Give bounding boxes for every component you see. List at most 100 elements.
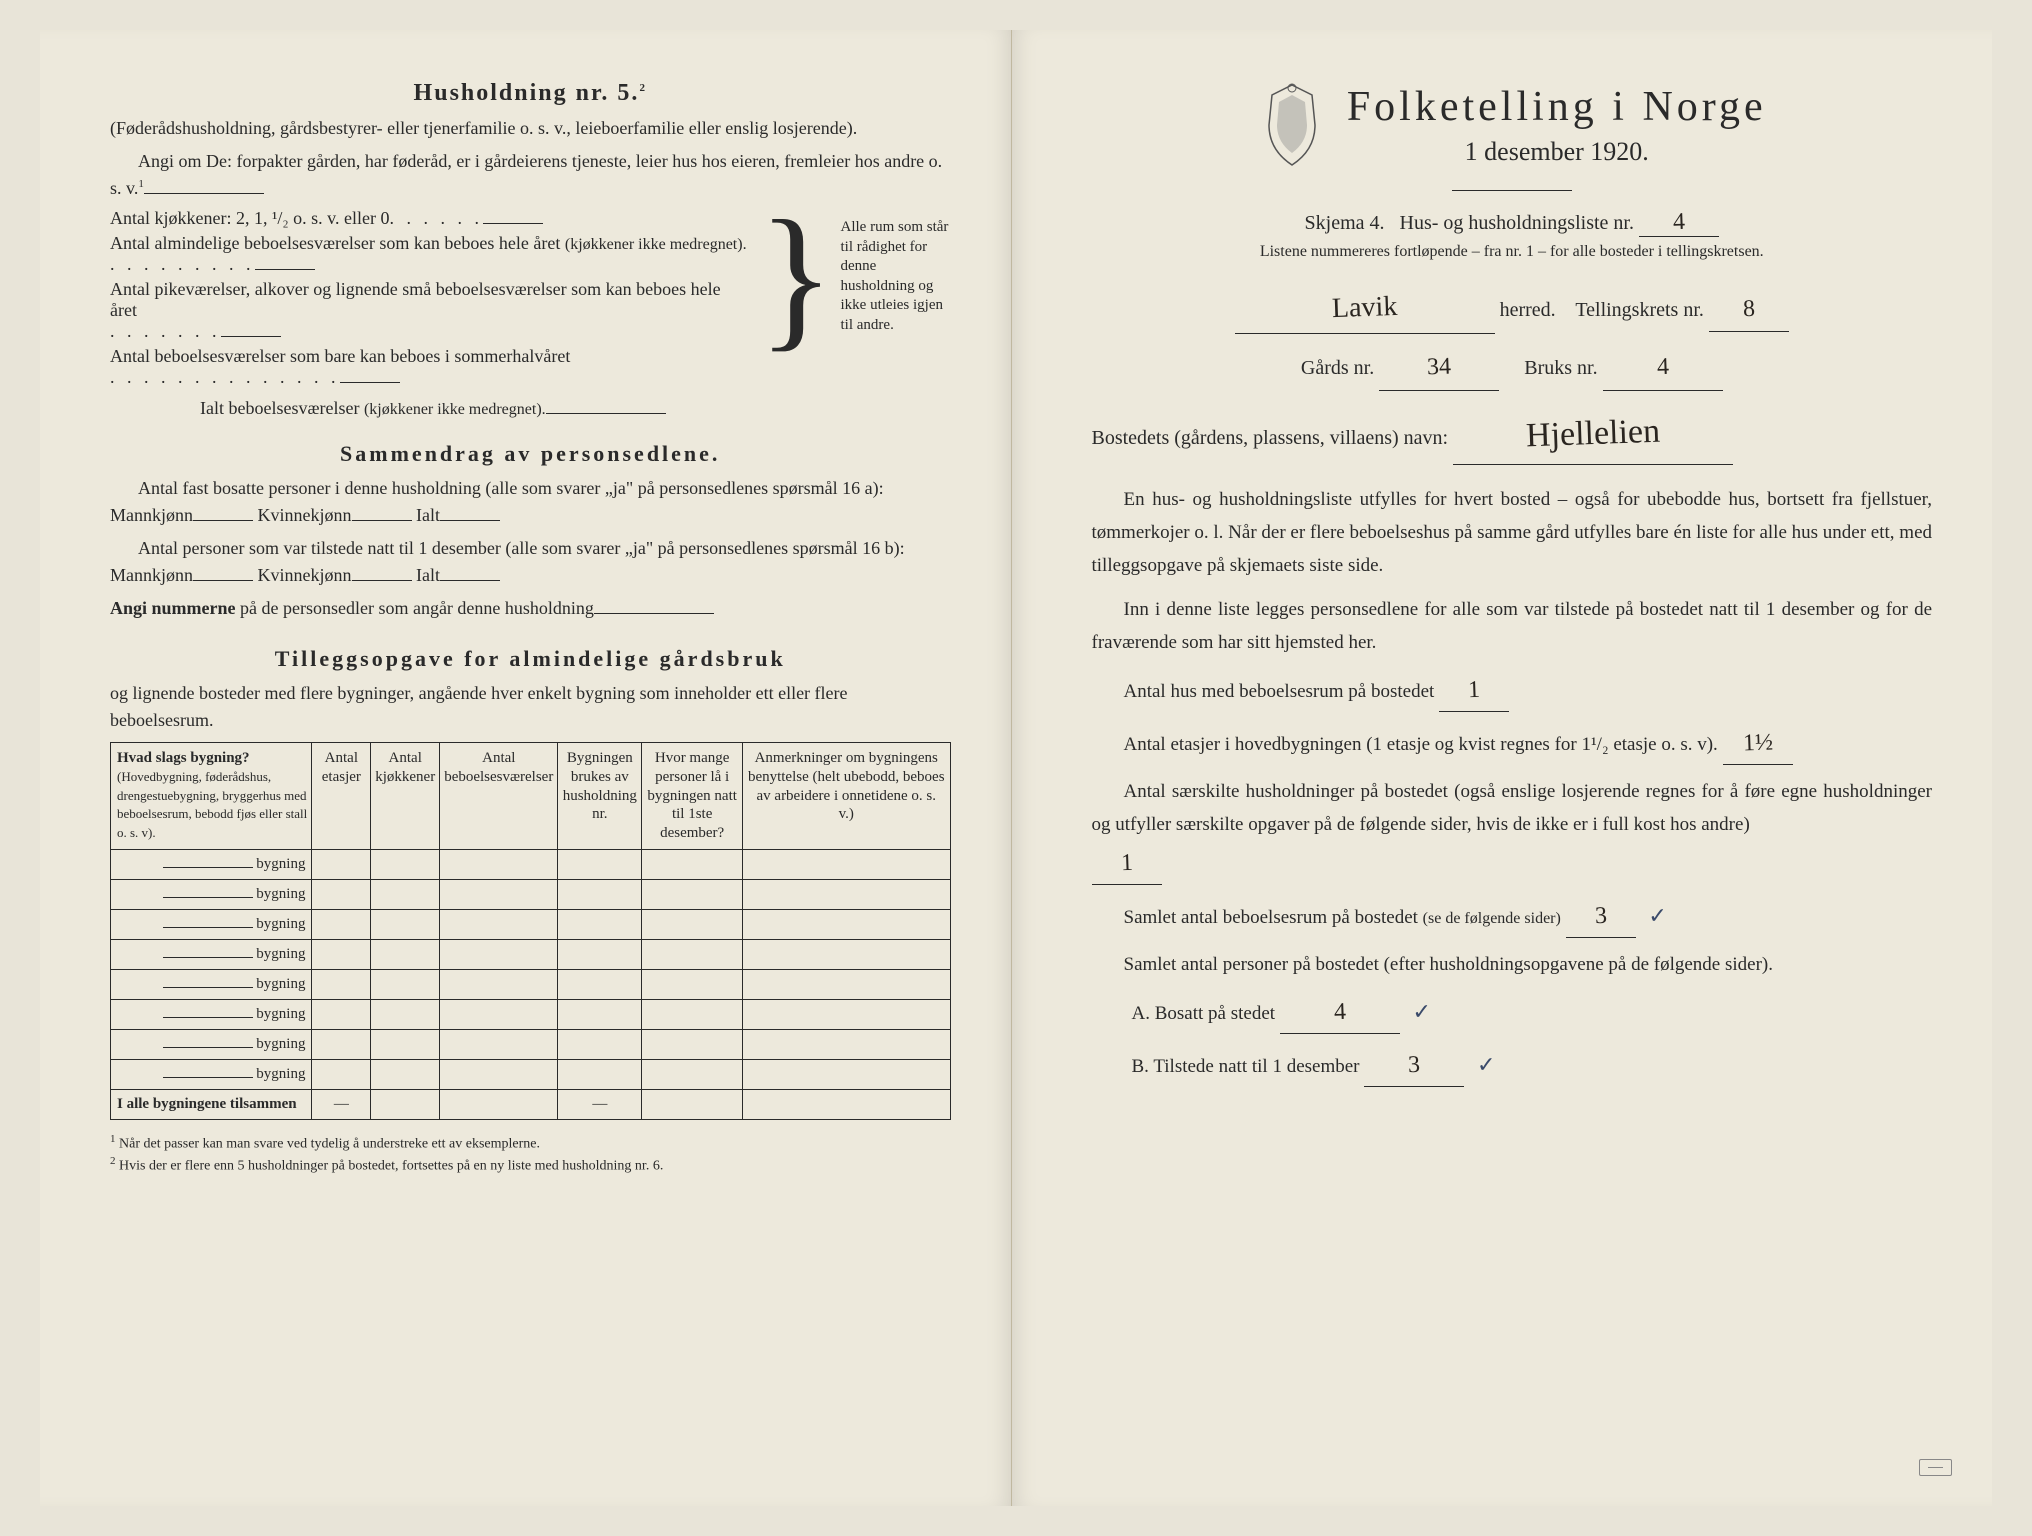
left-page: Husholdning nr. 5.2 (Føderådshusholdning… — [40, 30, 1012, 1506]
s2i: Ialt — [416, 565, 440, 585]
qb-line: B. Tilstede natt til 1 desember 3 ✓ — [1132, 1044, 1933, 1087]
q3-field: 1 — [1092, 842, 1162, 885]
table-row: bygning — [111, 1029, 951, 1059]
qa-field: 4 — [1280, 991, 1400, 1034]
qb: B. Tilstede natt til 1 desember — [1132, 1056, 1360, 1077]
blank — [483, 223, 543, 224]
herred-line: Lavik herred. Tellingskrets nr. 8 — [1092, 283, 1933, 334]
skjema-line: Skjema 4. Hus- og husholdningsliste nr. … — [1092, 209, 1933, 237]
th5: Bygningen brukes av husholdning nr. — [558, 743, 642, 850]
bosted-field: Hjellelien — [1453, 403, 1733, 465]
blank — [221, 336, 281, 337]
l1-row: Antal almindelige beboelsesværelser som … — [110, 233, 752, 275]
sum-label: I alle bygningene tilsammen — [111, 1089, 312, 1119]
q2: Antal etasjer i hovedbygningen (1 etasje… — [1092, 728, 1718, 761]
title-block: Folketelling i Norge 1 desember 1920. — [1347, 83, 1767, 167]
q4-line: Samlet antal beboelsesrum på bostedet (s… — [1092, 895, 1933, 938]
fn1-text: Når det passer kan man svare ved tydelig… — [119, 1136, 540, 1151]
blank — [440, 580, 500, 581]
table-row: bygning — [111, 969, 951, 999]
q3-line: Antal særskilte husholdninger på bostede… — [1092, 775, 1933, 885]
table-row: bygning — [111, 1059, 951, 1089]
th6: Hvor mange personer lå i bygningen natt … — [642, 743, 743, 850]
subtitle: 1 desember 1920. — [1347, 137, 1767, 167]
qbv: 3 — [1408, 1044, 1421, 1086]
skjema-b: Hus- og husholdningsliste nr. — [1400, 212, 1634, 234]
coat-of-arms-icon — [1257, 80, 1327, 170]
qa-line: A. Bosatt på stedet 4 ✓ — [1132, 991, 1933, 1034]
q3: Antal særskilte husholdninger på bostede… — [1092, 775, 1933, 842]
th2: Antal etasjer — [312, 743, 371, 850]
sammendrag-title: Sammendrag av personsedlene. — [110, 441, 951, 467]
qav: 4 — [1333, 991, 1346, 1033]
q1-field: 1 — [1439, 669, 1509, 712]
title-sup: 2 — [639, 82, 647, 94]
dots: . . . . . . — [389, 208, 483, 229]
table-sum-row: I alle bygningene tilsammen —— — [111, 1089, 951, 1119]
angi-om: Angi om De: — [138, 151, 232, 171]
l4: Ialt beboelsesværelser — [200, 398, 359, 419]
kjokkener-row: Antal kjøkkener: 2, 1, ¹/₂ o. s. v. elle… — [110, 208, 752, 229]
blank — [163, 1077, 253, 1078]
fn1: 1 Når det passer kan man svare ved tydel… — [110, 1132, 951, 1154]
bygning-label: bygning — [256, 1006, 305, 1022]
s1k: Kvinnekjønn — [258, 505, 352, 525]
blank — [193, 580, 253, 581]
p1: En hus- og husholdningsliste utfylles fo… — [1092, 483, 1933, 583]
s1i: Ialt — [416, 505, 440, 525]
blank — [546, 413, 666, 414]
blank — [193, 520, 253, 521]
checkmark-icon: ✓ — [1413, 999, 1431, 1024]
skjema-nr-field: 4 — [1639, 209, 1719, 237]
blank-line — [144, 193, 264, 194]
skjema-a: Skjema 4. — [1305, 212, 1385, 234]
table-row: bygning — [111, 999, 951, 1029]
skjema-nr: 4 — [1673, 209, 1686, 236]
table-body: bygning bygning bygning bygning bygning … — [111, 849, 951, 1119]
printer-stamp: ⎯⎯⎯ — [1919, 1459, 1952, 1476]
blank — [163, 867, 253, 868]
bosted-line: Bostedets (gårdens, plassens, villaens) … — [1092, 403, 1933, 465]
kjokkener-label: Antal kjøkkener: 2, 1, ¹/₂ o. s. v. elle… — [110, 208, 389, 229]
s2-text: Antal personer som var tilstede natt til… — [110, 538, 905, 585]
right-page: Folketelling i Norge 1 desember 1920. Sk… — [1012, 30, 1993, 1506]
l1: Antal almindelige beboelsesværelser som … — [110, 233, 560, 254]
husholdning-title: Husholdning nr. 5.2 — [110, 80, 951, 107]
blank — [163, 897, 253, 898]
bygning-label: bygning — [256, 916, 305, 932]
q1: Antal hus med beboelsesrum på bostedet — [1092, 675, 1435, 708]
q4v: 3 — [1594, 894, 1607, 936]
blank — [352, 520, 412, 521]
title-text: Husholdning nr. 5. — [414, 80, 640, 106]
gards-label: Gårds nr. — [1301, 357, 1374, 379]
bygning-table: Hvad slags bygning? (Hovedbygning, føder… — [110, 742, 951, 1120]
blank — [440, 520, 500, 521]
para-2: Inn i denne liste legges personsedlene f… — [1092, 593, 1933, 660]
bruks-field: 4 — [1603, 346, 1723, 390]
q1v: 1 — [1467, 669, 1480, 711]
bruks-nr: 4 — [1656, 346, 1670, 390]
table-row: bygning — [111, 939, 951, 969]
l1b: (kjøkkener ikke medregnet). — [565, 236, 747, 254]
blank — [163, 1047, 253, 1048]
bygning-label: bygning — [256, 976, 305, 992]
dots: . . . . . . . — [110, 321, 221, 342]
fn2-text: Hvis der er flere enn 5 husholdninger på… — [119, 1159, 663, 1174]
bygning-label: bygning — [256, 946, 305, 962]
brace-note: Alle rum som står til rådighet for denne… — [841, 208, 951, 423]
s1-text: Antal fast bosatte personer i denne hush… — [110, 478, 884, 525]
qb-field: 3 — [1364, 1044, 1464, 1087]
gards-field: 34 — [1379, 346, 1499, 390]
bygning-label: bygning — [256, 1036, 305, 1052]
table-row: bygning — [111, 849, 951, 879]
q5-line: Samlet antal personer på bostedet (efter… — [1092, 948, 1933, 981]
q2-field: 1½ — [1723, 722, 1793, 765]
q4b: (se de følgende sider) — [1423, 910, 1561, 927]
angi: Angi nummerne — [110, 598, 236, 618]
q5: Samlet antal personer på bostedet (efter… — [1092, 948, 1773, 981]
q4-field: 3 — [1566, 895, 1636, 938]
dots: . . . . . . . . . . . . . . — [110, 367, 340, 388]
p2: Inn i denne liste legges personsedlene f… — [1092, 593, 1933, 660]
tillegg-sub: og lignende bosteder med flere bygninger… — [110, 680, 951, 734]
table-row: bygning — [111, 879, 951, 909]
